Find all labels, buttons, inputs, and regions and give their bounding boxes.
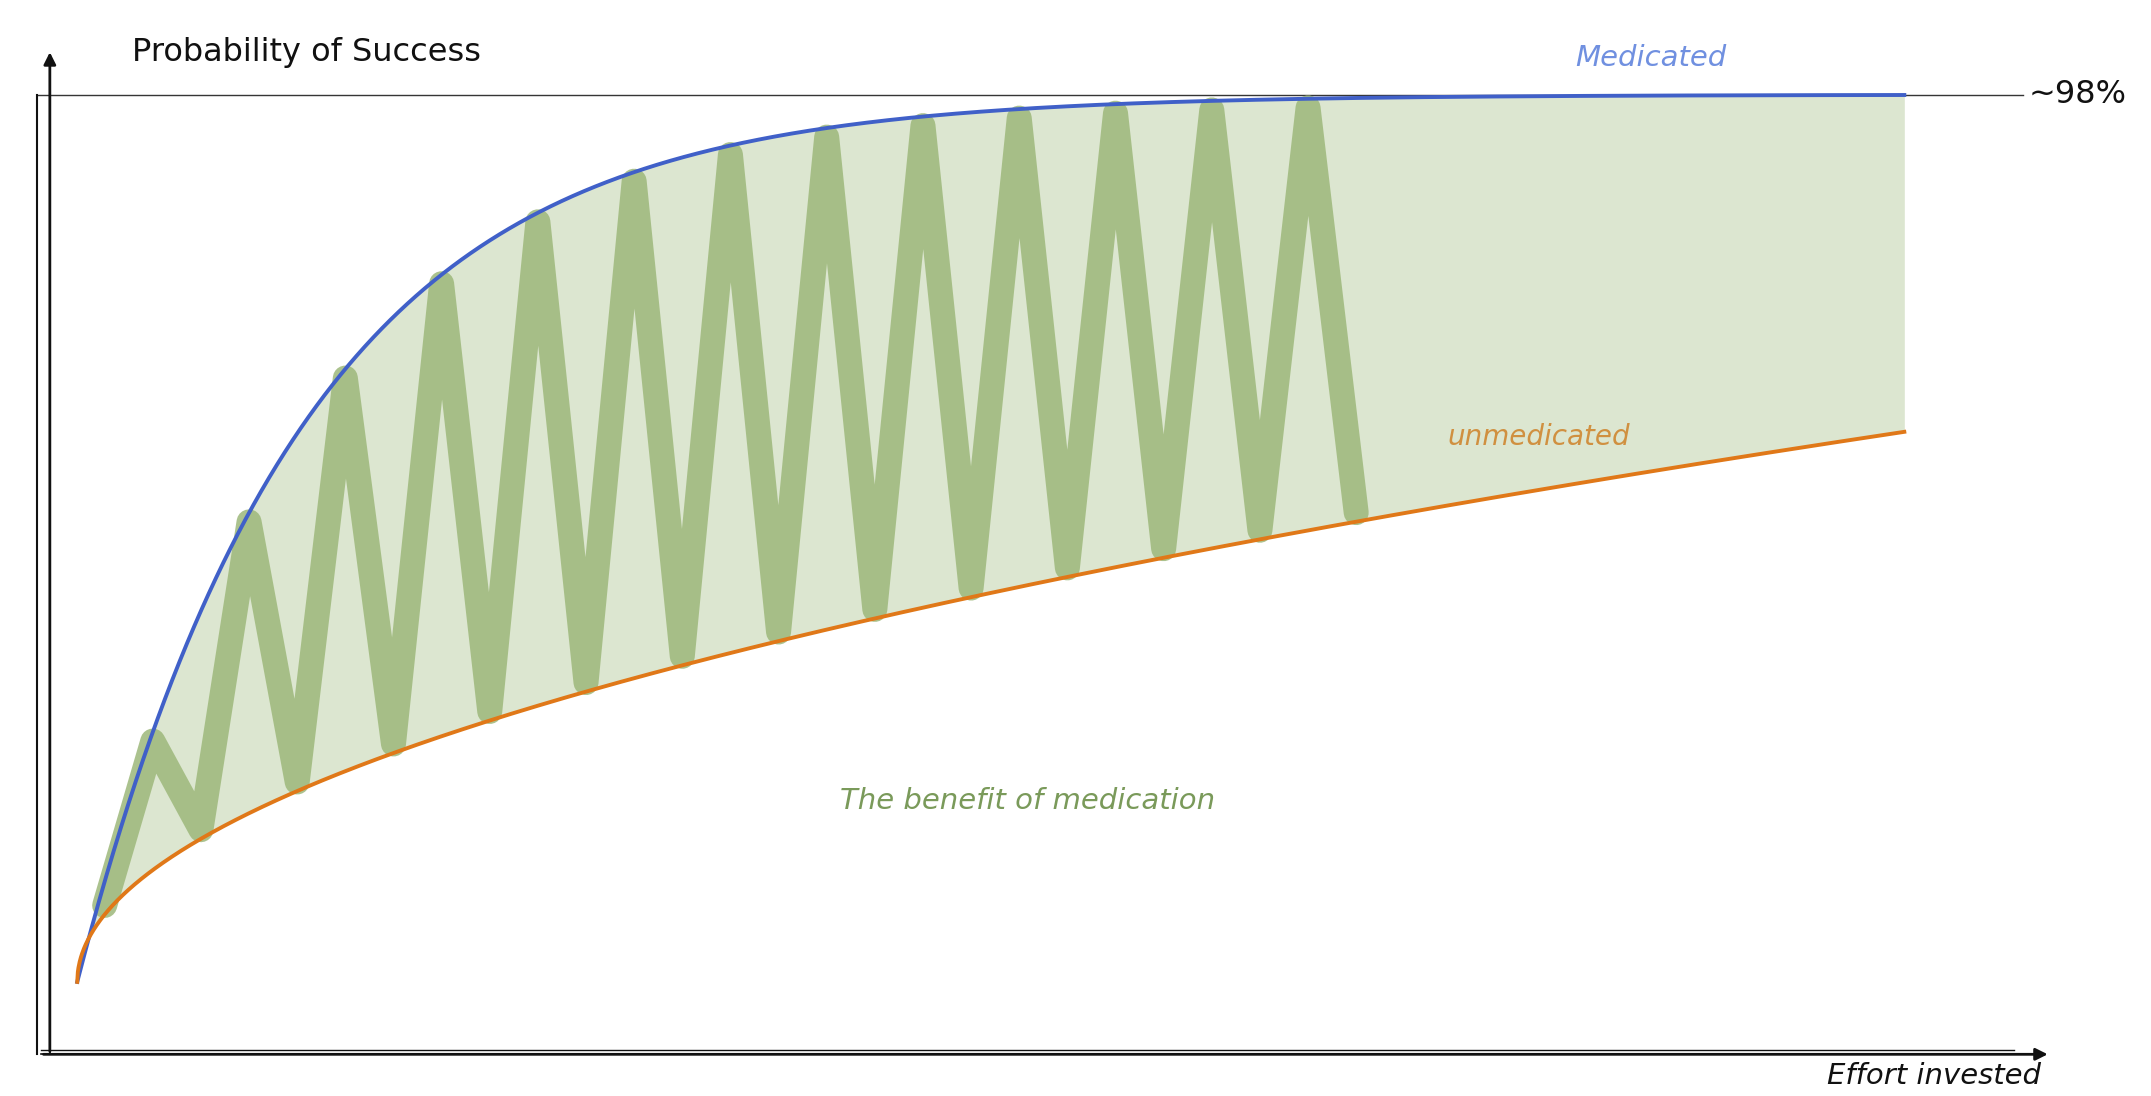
Text: The benefit of medication: The benefit of medication xyxy=(839,787,1215,814)
Text: Effort invested: Effort invested xyxy=(1828,1062,2041,1089)
Text: unmedicated: unmedicated xyxy=(1448,423,1630,452)
Text: Medicated: Medicated xyxy=(1575,44,1727,72)
Text: Probability of Success: Probability of Success xyxy=(131,36,482,68)
Text: ~98%: ~98% xyxy=(2028,79,2127,111)
